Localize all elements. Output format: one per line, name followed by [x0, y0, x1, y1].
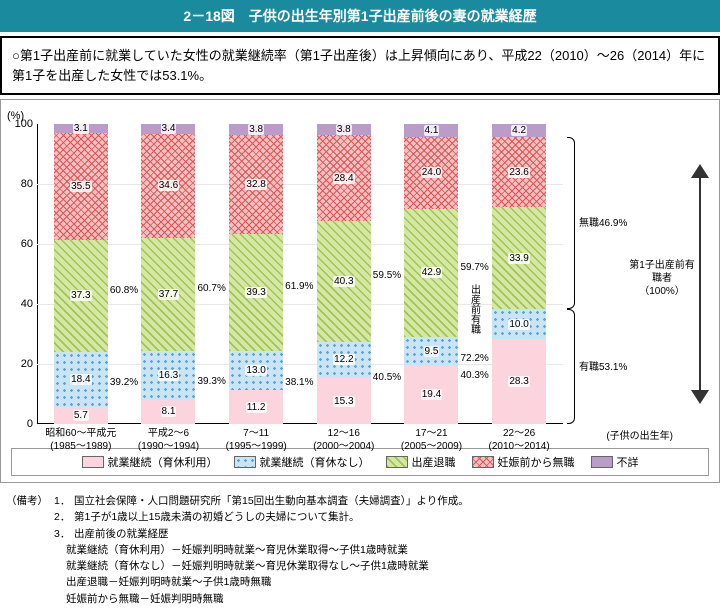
bar-segment-green: 42.9 — [404, 209, 458, 338]
legend-item-red: 妊娠前から無職 — [472, 454, 575, 470]
bar-segment-blue: 16.3 — [141, 351, 195, 400]
note-line: 2．第1子が1歳以上15歳未満の初婚どうしの夫婦について集計。 — [6, 509, 714, 525]
stacked-bar: 15.312.240.328.43.8 — [317, 124, 371, 424]
bar-segment-purple: 3.4 — [141, 124, 195, 134]
bar-segment-blue: 10.0 — [492, 309, 546, 339]
plot-area: 無職46.9%有職53.1%第1子出産前有職者（100%） 0204060801… — [37, 124, 563, 424]
x-category: 7～11(1995～1999) — [213, 428, 299, 453]
side-annotation-top: 59.7% — [460, 262, 488, 273]
bar-segment-green: 40.3 — [317, 221, 371, 342]
note-line: 3．出産前後の就業経歴 — [6, 526, 714, 542]
note-subline: 就業継続（育休利用）－妊娠判明時就業～育児休業取得～子供1歳時就業 — [6, 542, 714, 558]
x-axis-labels: 昭和60～平成元(1985～1989)平成2～6(1990～1994)7～11(… — [37, 428, 563, 453]
bar-segment-pink: 19.4 — [404, 366, 458, 424]
side-annotation-top: 60.8% — [110, 285, 138, 296]
right-annotation-block: 無職46.9% 有職53.1% 第1子出産前有職者（100%） — [565, 124, 713, 424]
bar-segment-purple: 4.1 — [404, 124, 458, 136]
side-annotation-top: 61.9% — [285, 281, 313, 292]
chart-container: (%) 無職46.9%有職53.1%第1子出産前有職者（100%） 020406… — [0, 99, 720, 483]
bar-segment-purple: 3.1 — [54, 124, 108, 133]
y-tick: 60 — [9, 238, 33, 250]
bar-segment-purple: 3.8 — [229, 124, 283, 135]
bar-segment-purple: 4.2 — [492, 124, 546, 137]
x-category: 17～21(2005～2009) — [388, 428, 474, 453]
bar-segment-purple: 3.8 — [317, 124, 371, 135]
legend-item-green: 出産退職 — [386, 454, 456, 470]
legend-item-purple: 不詳 — [591, 454, 639, 470]
note-subline: 出産退職－妊娠判明時就業～子供1歳時無職 — [6, 574, 714, 590]
y-tick: 100 — [9, 118, 33, 130]
side-annotation-bot: 39.3% — [197, 376, 225, 387]
note-subline: 就業継続（育休なし）－妊娠判明時就業～育児休業取得なし～子供1歳時就業 — [6, 558, 714, 574]
figure-title: 2－18図 子供の出生年別第1子出産前後の妻の就業経歴 — [0, 0, 720, 32]
bar-segment-pink: 5.7 — [54, 407, 108, 424]
y-axis-unit: (%) — [7, 110, 713, 122]
side-annotation-bot: 38.1% — [285, 377, 313, 388]
note-subline: 妊娠前から無職－妊娠判明時無職 — [6, 591, 714, 607]
bar-segment-red: 32.8 — [229, 135, 283, 233]
stacked-bar: 8.116.337.734.63.4 — [141, 124, 195, 424]
bar-segment-pink: 28.3 — [492, 339, 546, 424]
col5-vertical-label: 出産前有職 — [466, 284, 481, 334]
right-label-yushoku: 有職53.1% — [579, 361, 627, 374]
x-category: 昭和60～平成元(1985～1989) — [38, 428, 124, 453]
bar-segment-green: 37.3 — [54, 240, 108, 352]
bar-segment-red: 24.0 — [404, 137, 458, 209]
summary-text: ○第1子出産前に就業していた女性の就業継続率（第1子出産後）は上昇傾向にあり、平… — [0, 36, 720, 95]
y-tick: 40 — [9, 298, 33, 310]
right-label-total: 第1子出産前有職者（100%） — [627, 259, 697, 298]
stacked-bar: 11.213.039.332.83.8 — [229, 124, 283, 424]
bar-segment-blue: 18.4 — [54, 352, 108, 407]
stacked-bar: 5.718.437.335.53.1 — [54, 124, 108, 424]
y-tick: 0 — [9, 418, 33, 430]
bar-segment-red: 35.5 — [54, 133, 108, 240]
bar-segment-blue: 9.5 — [404, 337, 458, 365]
bar-segment-pink: 15.3 — [317, 378, 371, 424]
y-tick: 20 — [9, 358, 33, 370]
x-category: 12～16(2000～2004) — [301, 428, 387, 453]
x-category: 平成2～6(1990～1994) — [125, 428, 211, 453]
legend-item-blue: 就業継続（育休なし） — [234, 454, 370, 470]
notes: （備考）1．国立社会保障・人口問題研究所「第15回出生動向基本調査（夫婦調査）」… — [0, 485, 720, 613]
bar-segment-pink: 11.2 — [229, 390, 283, 424]
col5-extra-value: 72.2% — [460, 353, 488, 364]
bar-segment-blue: 12.2 — [317, 342, 371, 379]
side-annotation-top: 59.5% — [373, 270, 401, 281]
x-category: 22～26(2010～2014) — [476, 428, 562, 453]
legend-item-pink: 就業継続（育休利用） — [82, 454, 218, 470]
side-annotation-top: 60.7% — [197, 283, 225, 294]
side-annotation-bot: 40.5% — [373, 372, 401, 383]
bar-segment-red: 34.6 — [141, 134, 195, 238]
bar-segment-green: 37.7 — [141, 238, 195, 351]
bar-segment-red: 28.4 — [317, 135, 371, 220]
y-tick: 80 — [9, 178, 33, 190]
double-arrow-icon — [691, 164, 709, 404]
right-label-mushoku: 無職46.9% — [579, 217, 627, 230]
note-line: （備考）1．国立社会保障・人口問題研究所「第15回出生動向基本調査（夫婦調査）」… — [6, 493, 714, 509]
stacked-bar: 19.49.542.924.04.1 — [404, 124, 458, 424]
bar-segment-blue: 13.0 — [229, 351, 283, 390]
bar-segment-red: 23.6 — [492, 137, 546, 208]
stacked-bar: 28.310.033.923.64.2 — [492, 124, 546, 424]
bar-segment-green: 33.9 — [492, 207, 546, 309]
side-annotation-bot: 39.2% — [110, 377, 138, 388]
side-annotation-bot: 40.3% — [460, 370, 488, 381]
bar-segment-green: 39.3 — [229, 234, 283, 352]
bar-segment-pink: 8.1 — [141, 400, 195, 424]
